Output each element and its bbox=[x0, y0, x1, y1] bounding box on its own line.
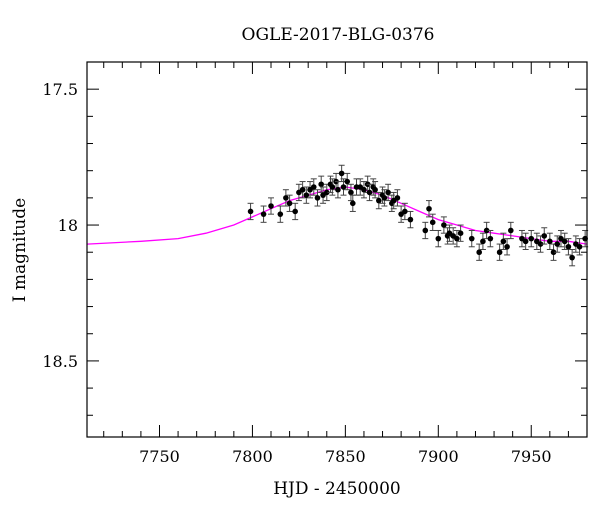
data-point bbox=[565, 243, 572, 250]
x-tick-label: 7800 bbox=[232, 447, 273, 466]
data-layer bbox=[86, 164, 589, 267]
data-point bbox=[547, 238, 553, 245]
data-point bbox=[283, 195, 289, 201]
data-point bbox=[483, 227, 490, 234]
data-point bbox=[402, 208, 408, 215]
data-point bbox=[260, 211, 267, 217]
data-point bbox=[381, 195, 388, 201]
y-tick-label: 17.5 bbox=[42, 80, 78, 99]
data-point bbox=[361, 186, 367, 193]
data-point bbox=[504, 243, 510, 250]
data-point bbox=[310, 184, 317, 190]
data-point bbox=[537, 241, 544, 247]
data-point bbox=[554, 241, 561, 247]
data-point bbox=[435, 235, 442, 242]
data-point bbox=[429, 219, 436, 226]
data-point bbox=[277, 211, 284, 217]
data-point bbox=[500, 238, 507, 245]
data-point bbox=[441, 222, 447, 228]
x-tick-label: 7750 bbox=[139, 447, 180, 466]
data-point bbox=[335, 186, 341, 193]
data-point bbox=[292, 208, 298, 215]
x-axis-label: HJD - 2450000 bbox=[273, 479, 401, 499]
model-curve bbox=[86, 186, 588, 245]
tick-layer: 7750 7800 7850 7900 7950 17.5 18 18.5 bbox=[42, 61, 588, 466]
data-point bbox=[550, 249, 557, 256]
data-point bbox=[372, 186, 378, 193]
data-point bbox=[338, 170, 345, 177]
data-point bbox=[394, 195, 401, 201]
data-point bbox=[480, 238, 486, 245]
data-point bbox=[376, 197, 382, 204]
data-point bbox=[268, 203, 274, 209]
data-point bbox=[576, 243, 583, 250]
data-point bbox=[407, 216, 414, 223]
data-point bbox=[247, 208, 254, 215]
data-point bbox=[318, 181, 325, 188]
data-point bbox=[507, 227, 514, 234]
data-point bbox=[366, 189, 373, 196]
data-point bbox=[348, 189, 354, 196]
data-point bbox=[569, 254, 575, 261]
data-point bbox=[422, 227, 429, 234]
data-point bbox=[496, 249, 503, 256]
data-point bbox=[528, 235, 535, 242]
data-point bbox=[314, 195, 321, 201]
x-tick-label: 7950 bbox=[511, 447, 552, 466]
data-point bbox=[522, 238, 529, 245]
data-point bbox=[349, 200, 356, 207]
y-tick-label: 18.5 bbox=[42, 352, 78, 371]
data-point bbox=[541, 233, 548, 239]
data-point bbox=[457, 230, 464, 236]
data-point bbox=[344, 178, 351, 185]
data-point bbox=[329, 184, 336, 190]
data-point bbox=[487, 235, 494, 242]
x-tick-label: 7900 bbox=[418, 447, 459, 466]
data-point bbox=[561, 238, 568, 245]
data-point bbox=[340, 184, 347, 190]
data-point bbox=[299, 186, 306, 193]
data-point bbox=[385, 189, 391, 196]
chart-title: OGLE-2017-BLG-0376 bbox=[242, 25, 435, 45]
data-point bbox=[286, 200, 293, 207]
x-tick-label: 7850 bbox=[325, 447, 366, 466]
data-point bbox=[454, 235, 460, 242]
data-point bbox=[323, 189, 330, 196]
data-point bbox=[476, 249, 482, 256]
data-point bbox=[468, 235, 475, 242]
data-point bbox=[303, 192, 310, 198]
data-point bbox=[426, 205, 432, 212]
plot-frame bbox=[86, 61, 588, 438]
y-tick-label: 18 bbox=[58, 216, 78, 235]
y-axis-label: I magnitude bbox=[10, 198, 30, 302]
